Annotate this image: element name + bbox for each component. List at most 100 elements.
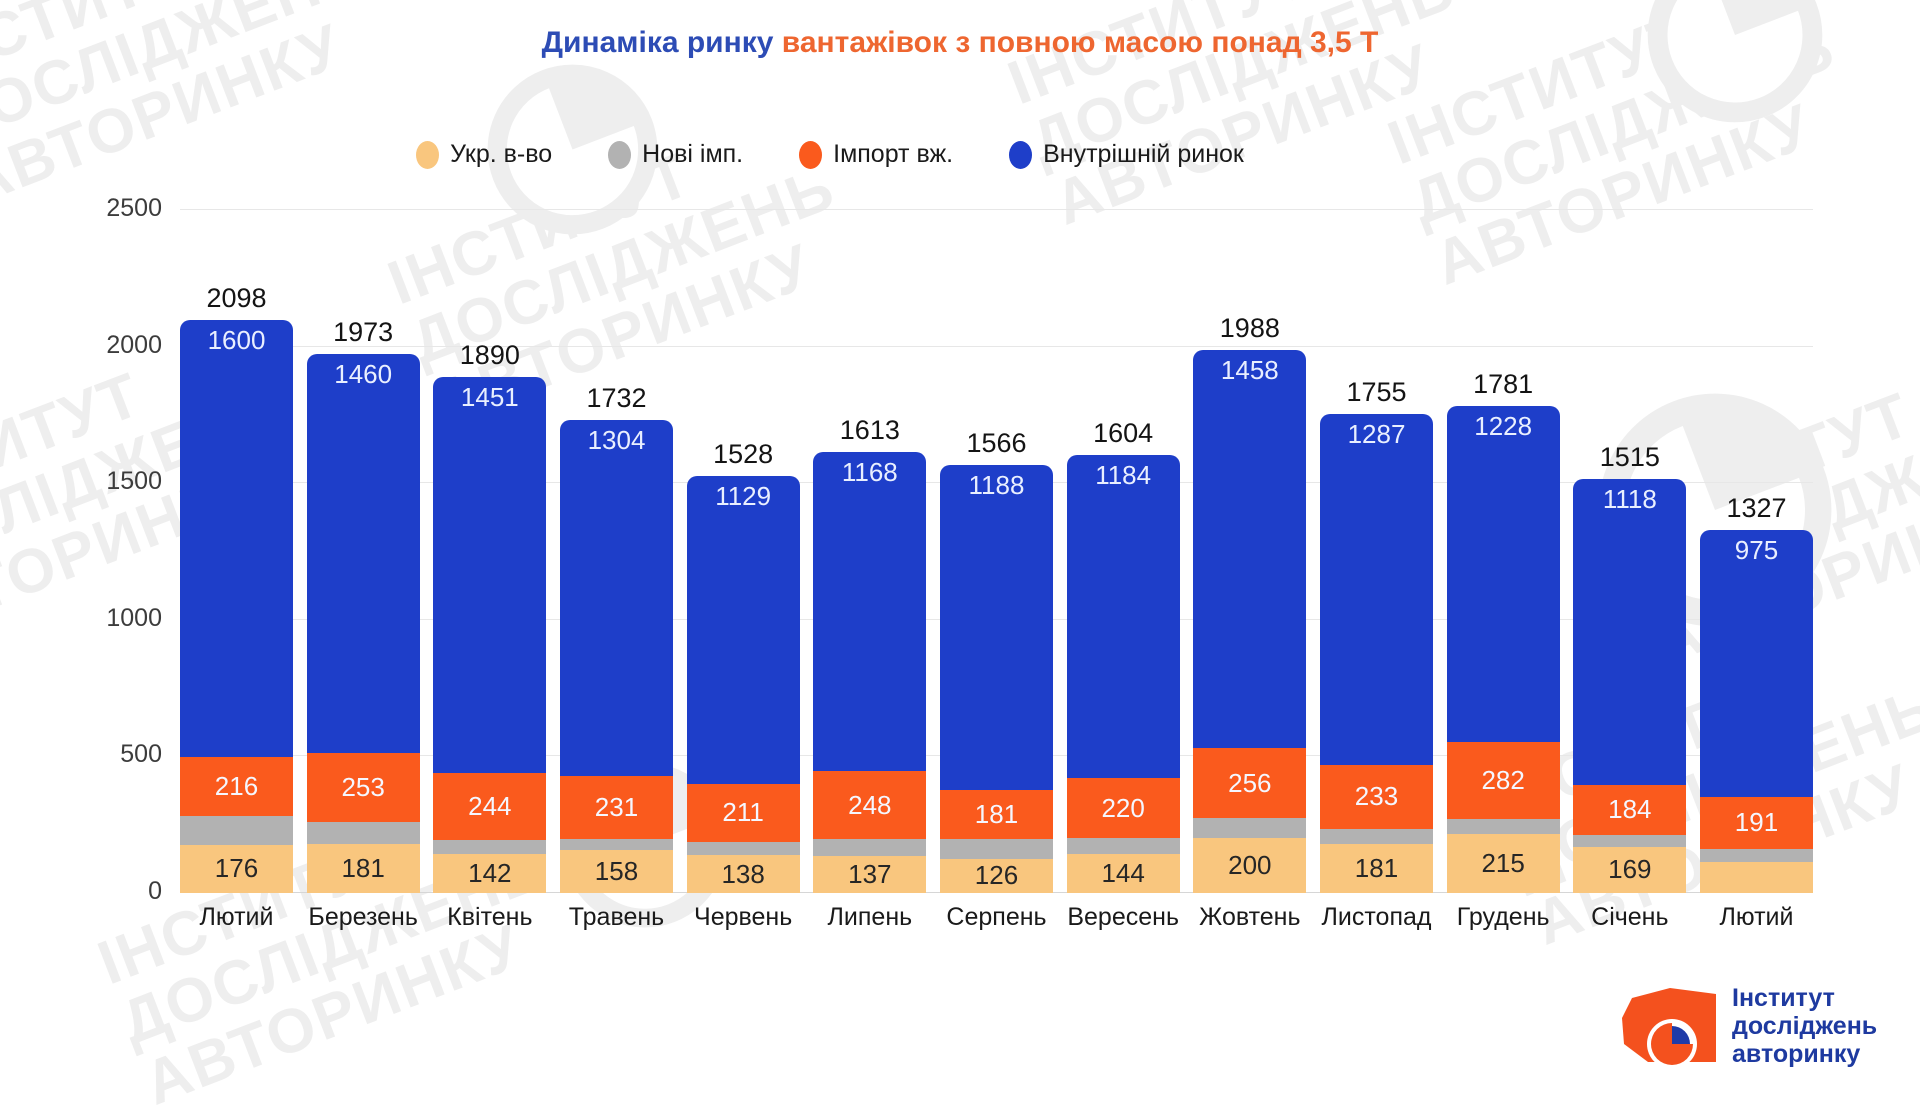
y-tick-label-0: 0 (148, 877, 162, 905)
bar-segment-0-Внутрішній ринок: 1600 (180, 319, 293, 757)
legend-item-0: Укр. в-во (416, 140, 552, 169)
segment-value-label: 181 (974, 798, 1019, 829)
bar-segment-10-Укр. в-во: 215 (1446, 834, 1560, 893)
bar-total-label-8: 1988 (1219, 312, 1280, 343)
legend-label: Нові імп. (642, 140, 744, 168)
segment-value-label: 215 (1481, 848, 1525, 879)
legend-dot-icon (1009, 140, 1033, 169)
bar-total-label-4: 1528 (713, 438, 774, 469)
bar-segment-12-Нові імп. (1700, 849, 1813, 862)
x-tick-label-8-Жовтень: Жовтень (1199, 903, 1301, 931)
bar-segment-11-Імпорт вж.: 184 (1573, 784, 1687, 835)
bar-segment-4-Укр. в-во: 138 (686, 855, 800, 893)
segment-value-label: 1451 (460, 381, 519, 412)
bar-segment-0-Нові імп. (180, 815, 293, 845)
segment-value-label: 244 (468, 790, 512, 821)
bar-segment-2-Нові імп. (433, 839, 547, 855)
bar-segment-7-Нові імп. (1066, 838, 1180, 854)
bar-col-7-Вересень: 1184 220 144 (1066, 454, 1180, 893)
bar-col-9-Листопад: 1287 233 181 (1320, 413, 1433, 893)
bar-segment-2-Імпорт вж.: 244 (433, 773, 547, 840)
segment-value-label: 1118 (1602, 484, 1657, 515)
bar-segment-9-Нові імп. (1320, 828, 1433, 844)
bar-col-10-Грудень: 1228 282 215 (1446, 406, 1560, 893)
bar-segment-2-Укр. в-во: 142 (433, 854, 547, 893)
x-tick-label-12-Лютий: Лютий (1719, 903, 1794, 931)
watermark-pie-icon (485, 62, 660, 242)
segment-value-label: 248 (848, 789, 892, 820)
x-tick-label-5-Липень: Липень (827, 903, 913, 931)
segment-value-label: 184 (1608, 794, 1652, 825)
segment-value-label: 126 (974, 860, 1019, 891)
bar-segment-4-Внутрішній ринок: 1129 (686, 475, 800, 784)
segment-value-label: 158 (594, 855, 639, 886)
gridline-2000 (180, 345, 1813, 347)
bar-segment-8-Внутрішній ринок: 1458 (1193, 349, 1307, 749)
bar-total-label-12: 1327 (1726, 493, 1787, 524)
bar-segment-5-Внутрішній ринок: 1168 (813, 452, 927, 772)
segment-value-label: 144 (1101, 857, 1145, 888)
bar-segment-11-Внутрішній ринок: 1118 (1573, 479, 1687, 785)
bar-segment-7-Внутрішній ринок: 1184 (1066, 454, 1180, 779)
chart-title: Динаміка ринку вантажівок з повною масою… (0, 26, 1920, 60)
legend-item-2: Імпорт вж. (799, 140, 953, 169)
bar-total-label-10: 1781 (1473, 369, 1534, 400)
x-tick-label-9-Листопад: Листопад (1321, 903, 1432, 931)
bar-segment-1-Внутрішній ринок: 1460 (306, 353, 420, 753)
segment-value-label: 200 (1228, 850, 1272, 881)
bar-segment-1-Укр. в-во: 181 (306, 843, 420, 893)
segment-value-label: 1460 (334, 358, 393, 389)
bar-segment-0-Імпорт вж.: 216 (180, 756, 293, 816)
bar-col-11-Січень: 1118 184 169 (1573, 479, 1687, 893)
x-tick-label-6-Серпень: Серпень (946, 903, 1047, 931)
segment-value-label: 1287 (1347, 418, 1406, 449)
x-tick-label-11-Січень: Січень (1591, 903, 1669, 931)
segment-value-label: 137 (848, 858, 892, 889)
legend-item-3: Внутрішній ринок (1009, 140, 1244, 169)
segment-value-label: 169 (1608, 854, 1652, 885)
bar-segment-0-Укр. в-во: 176 (180, 844, 293, 893)
y-tick-label-1000: 1000 (106, 603, 162, 632)
segment-value-label: 138 (721, 858, 765, 889)
legend-label: Імпорт вж. (833, 140, 954, 168)
bar-segment-3-Внутрішній ринок: 1304 (560, 419, 673, 777)
bar-col-1-Березень: 1460 253 181 (306, 353, 420, 893)
bar-segment-11-Нові імп. (1573, 834, 1687, 847)
segment-value-label: 1458 (1220, 354, 1279, 385)
legend-label: Внутрішній ринок (1043, 140, 1244, 168)
bar-segment-3-Нові імп. (560, 839, 673, 850)
bar-segment-10-Внутрішній ринок: 1228 (1446, 406, 1560, 742)
bar-col-6-Серпень: 1188 181 126 (940, 465, 1053, 893)
segment-value-label: 1228 (1474, 411, 1533, 442)
bar-segment-2-Внутрішній ринок: 1451 (433, 376, 547, 774)
bar-segment-1-Нові імп. (306, 821, 420, 844)
bar-segment-6-Імпорт вж.: 181 (940, 789, 1053, 840)
bar-segment-1-Імпорт вж.: 253 (306, 752, 420, 822)
segment-value-label: 282 (1481, 764, 1525, 795)
bar-segment-12-Імпорт вж.: 191 (1700, 796, 1813, 849)
x-tick-label-1-Березень: Березень (308, 903, 418, 931)
logo-line2: досліджень (1732, 1012, 1878, 1040)
bar-col-4-Червень: 1129 211 138 (686, 475, 800, 893)
bar-segment-4-Імпорт вж.: 211 (686, 784, 800, 842)
segment-value-label: 1304 (587, 424, 646, 455)
bar-segment-3-Імпорт вж.: 231 (560, 776, 673, 840)
legend-dot-icon (608, 140, 632, 169)
chart-legend: Укр. в-во Нові імп. Імпорт вж. Внутрішній р… (0, 140, 1660, 169)
bar-total-label-7: 1604 (1093, 417, 1154, 448)
bar-col-0-Лютий: 1600 216 176 (180, 319, 293, 893)
bar-segment-5-Нові імп. (813, 839, 927, 856)
bar-segment-8-Нові імп. (1193, 818, 1307, 839)
segment-value-label: 1168 (841, 457, 898, 488)
bar-segment-7-Укр. в-во: 144 (1066, 853, 1180, 893)
bar-segment-5-Імпорт вж.: 248 (813, 771, 927, 840)
x-tick-label-10-Грудень: Грудень (1456, 903, 1550, 931)
legend-item-1: Нові імп. (608, 140, 743, 169)
legend-dot-icon (416, 140, 440, 169)
bar-segment-3-Укр. в-во: 158 (560, 849, 673, 893)
segment-value-label: 1184 (1095, 459, 1152, 490)
bar-segment-10-Імпорт вж.: 282 (1446, 741, 1560, 819)
bar-total-label-6: 1566 (966, 428, 1027, 459)
x-tick-label-4-Червень: Червень (694, 903, 793, 931)
segment-value-label: 181 (1354, 852, 1399, 883)
